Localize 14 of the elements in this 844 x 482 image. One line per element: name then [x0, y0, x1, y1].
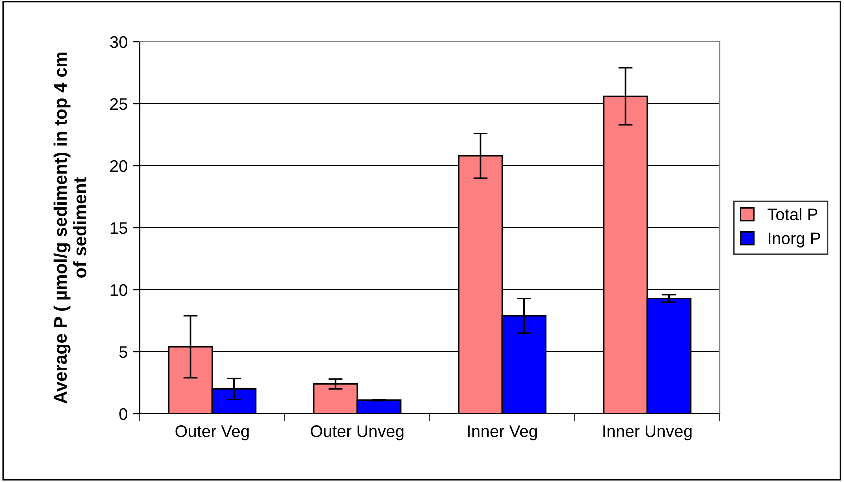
legend-label: Total P — [768, 208, 818, 221]
y-tick-label: 30 — [110, 36, 128, 48]
x-tick-label: Inner Unveg — [604, 426, 692, 441]
y-tick-label: 10 — [110, 284, 128, 296]
y-tick-label: 5 — [120, 346, 128, 358]
y-tick-label: 15 — [110, 222, 128, 234]
y-tick-label: 20 — [110, 160, 128, 172]
y-axis-title: Average P ( µmol/g sediment) in top 4 cm of sediment — [54, 52, 87, 404]
legend-label: Inorg P — [769, 232, 820, 248]
y-tick-label: 0 — [120, 408, 128, 420]
x-tick-label: Outer Veg — [176, 426, 249, 441]
x-tick-label: Outer Unveg — [311, 426, 404, 441]
y-tick-label: 25 — [110, 98, 128, 110]
x-tick-label: Inner Veg — [468, 426, 538, 441]
